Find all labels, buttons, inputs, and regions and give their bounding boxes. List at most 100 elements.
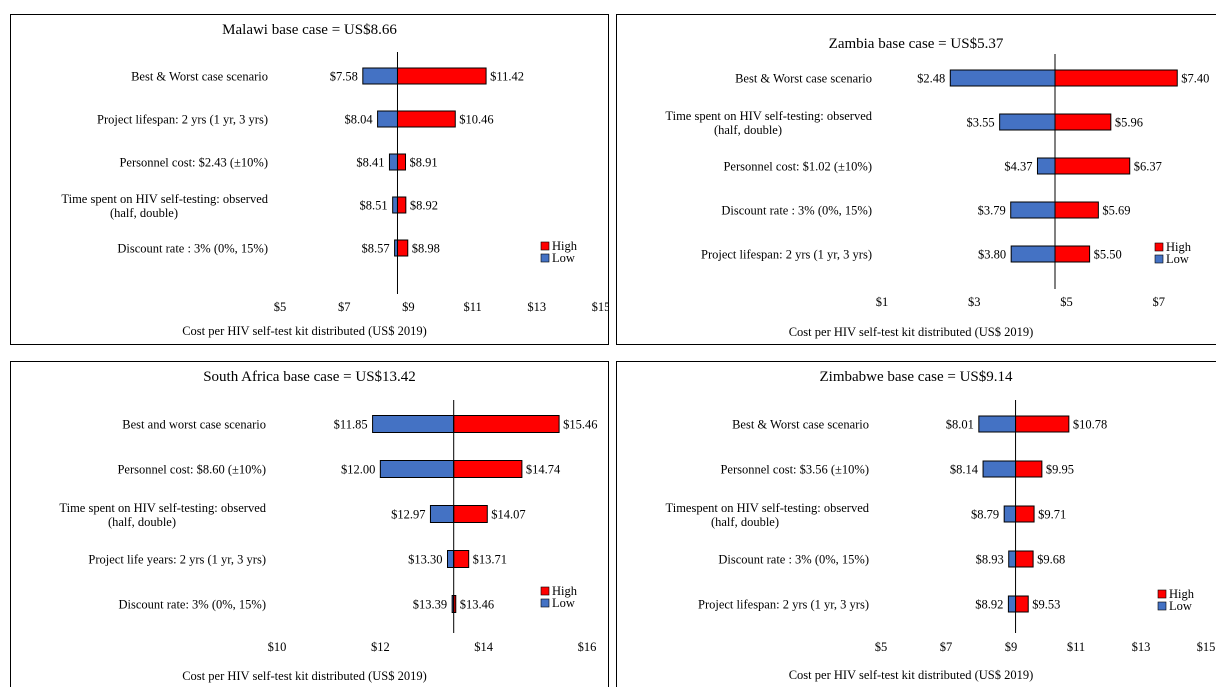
bar-high-1 (396, 67, 487, 85)
tick-label-9: $9 (402, 300, 415, 314)
category-label-3: Personnel cost: $2.43 (±10%) (119, 156, 268, 170)
data-label-low-4: $3.79 (978, 204, 1006, 218)
bar-low-3 (429, 505, 455, 523)
x-axis-title: Cost per HIV self-test kit distributed (… (182, 324, 427, 338)
tick-label-13: $13 (1132, 640, 1151, 654)
bar-low-4 (392, 196, 398, 214)
data-label-low-2: $12.00 (341, 463, 375, 477)
category-label-line: Time spent on HIV self-testing: observed (61, 192, 268, 206)
tornado-chart-south-africa: South Africa base case = US$13.42 Best an… (10, 361, 609, 687)
data-label-low-1: $11.85 (334, 418, 368, 432)
panel-zimbabwe: Zimbabwe base case = US$9.14 Best & Worst… (616, 361, 1216, 687)
category-label-line: (half, double) (110, 206, 178, 220)
bar-high-1 (1015, 415, 1070, 433)
tick-label-3: $3 (968, 295, 981, 309)
bar-low-2 (379, 460, 455, 478)
bar-high-4 (396, 196, 407, 214)
category-label-4: Discount rate : 3% (0%, 15%) (718, 553, 869, 567)
data-label-low-4: $13.30 (408, 553, 442, 567)
legend-high-swatch (1154, 242, 1164, 252)
panel-south-africa: South Africa base case = US$13.42 Best an… (10, 361, 609, 687)
bar-high-3 (1015, 505, 1035, 523)
chart-title: Zimbabwe base case = US$9.14 (820, 369, 1013, 385)
data-label-low-5: $13.39 (413, 598, 447, 612)
category-label-line: (half, double) (711, 515, 779, 529)
legend-high-swatch (1157, 589, 1167, 599)
data-label-low-3: $8.79 (971, 508, 999, 522)
bar-low-3 (1036, 157, 1056, 175)
data-label-low-3: $12.97 (391, 508, 425, 522)
legend-high-label: High (552, 584, 578, 598)
bar-low-3 (388, 153, 398, 171)
category-label-2: Time spent on HIV self-testing: observed… (665, 109, 872, 137)
tornado-chart-zimbabwe: Zimbabwe base case = US$9.14 Best & Worst… (616, 361, 1216, 687)
tick-label-15: $15 (1197, 640, 1216, 654)
legend-low-label: Low (552, 251, 575, 265)
data-label-low-5: $3.80 (978, 248, 1006, 262)
bar-low-5 (1007, 595, 1017, 613)
x-axis-title: Cost per HIV self-test kit distributed (… (789, 668, 1034, 682)
data-label-high-5: $5.50 (1094, 248, 1122, 262)
data-label-high-1: $11.42 (490, 70, 524, 84)
data-label-high-3: $9.71 (1038, 508, 1066, 522)
legend-high-swatch (540, 586, 550, 596)
data-label-low-2: $8.04 (344, 113, 373, 127)
bar-high-5 (1054, 245, 1091, 263)
category-label-4: Time spent on HIV self-testing: observed… (61, 192, 268, 220)
legend-low-swatch (1154, 254, 1164, 264)
bar-low-4 (1010, 201, 1056, 219)
bar-low-2 (982, 460, 1017, 478)
category-label-line: (half, double) (714, 123, 782, 137)
data-label-high-4: $5.69 (1102, 204, 1130, 218)
chart-title: Malawi base case = US$8.66 (222, 22, 397, 38)
legend-low-label: Low (552, 596, 575, 610)
bar-high-2 (396, 110, 456, 128)
data-label-low-5: $8.57 (361, 242, 389, 256)
data-label-high-1: $15.46 (563, 418, 597, 432)
tick-label-7: $7 (940, 640, 953, 654)
category-label-3: Personnel cost: $1.02 (±10%) (723, 160, 872, 174)
data-label-high-5: $13.46 (460, 598, 494, 612)
bar-high-5 (1015, 595, 1029, 613)
bar-high-4 (1015, 550, 1034, 568)
bar-low-5 (1010, 245, 1056, 263)
category-label-3: Timespent on HIV self-testing: observed(… (666, 501, 870, 529)
tick-label-12: $12 (371, 640, 390, 654)
tornado-chart-malawi: Malawi base case = US$8.66 Best & Worst c… (10, 14, 609, 345)
bar-high-2 (1054, 113, 1112, 131)
tick-label-7: $7 (338, 300, 351, 314)
data-label-low-2: $3.55 (967, 116, 995, 130)
data-label-high-3: $6.37 (1134, 160, 1162, 174)
category-label-4: Project life years: 2 yrs (1 yr, 3 yrs) (88, 553, 266, 567)
panel-frame (10, 14, 609, 345)
tick-label-16: $16 (578, 640, 597, 654)
category-label-line: Time spent on HIV self-testing: observed (59, 501, 266, 515)
bar-low-2 (999, 113, 1056, 131)
chart-title: South Africa base case = US$13.42 (203, 369, 416, 385)
category-label-5: Discount rate: 3% (0%, 15%) (118, 598, 266, 612)
bar-high-3 (1054, 157, 1131, 175)
data-label-high-1: $7.40 (1181, 72, 1209, 86)
tick-label-15: $15 (592, 300, 609, 314)
data-label-high-5: $9.53 (1032, 598, 1060, 612)
bar-high-3 (453, 505, 488, 523)
legend-low-swatch (1157, 601, 1167, 611)
legend-low-swatch (540, 598, 550, 608)
tick-label-10: $10 (268, 640, 287, 654)
panel-frame (616, 361, 1216, 687)
bar-low-1 (372, 415, 455, 433)
legend-high-label: High (1166, 240, 1192, 254)
panel-frame (616, 14, 1216, 345)
bar-low-1 (978, 415, 1017, 433)
data-label-high-3: $8.91 (410, 156, 438, 170)
bar-high-2 (1015, 460, 1043, 478)
data-label-high-2: $9.95 (1046, 463, 1074, 477)
data-label-high-4: $9.68 (1037, 553, 1065, 567)
tick-label-14: $14 (474, 640, 494, 654)
bar-low-3 (1003, 505, 1017, 523)
panel-malawi: Malawi base case = US$8.66 Best & Worst c… (10, 14, 609, 345)
chart-title: Zambia base case = US$5.37 (829, 36, 1004, 52)
data-label-high-2: $10.46 (459, 113, 493, 127)
